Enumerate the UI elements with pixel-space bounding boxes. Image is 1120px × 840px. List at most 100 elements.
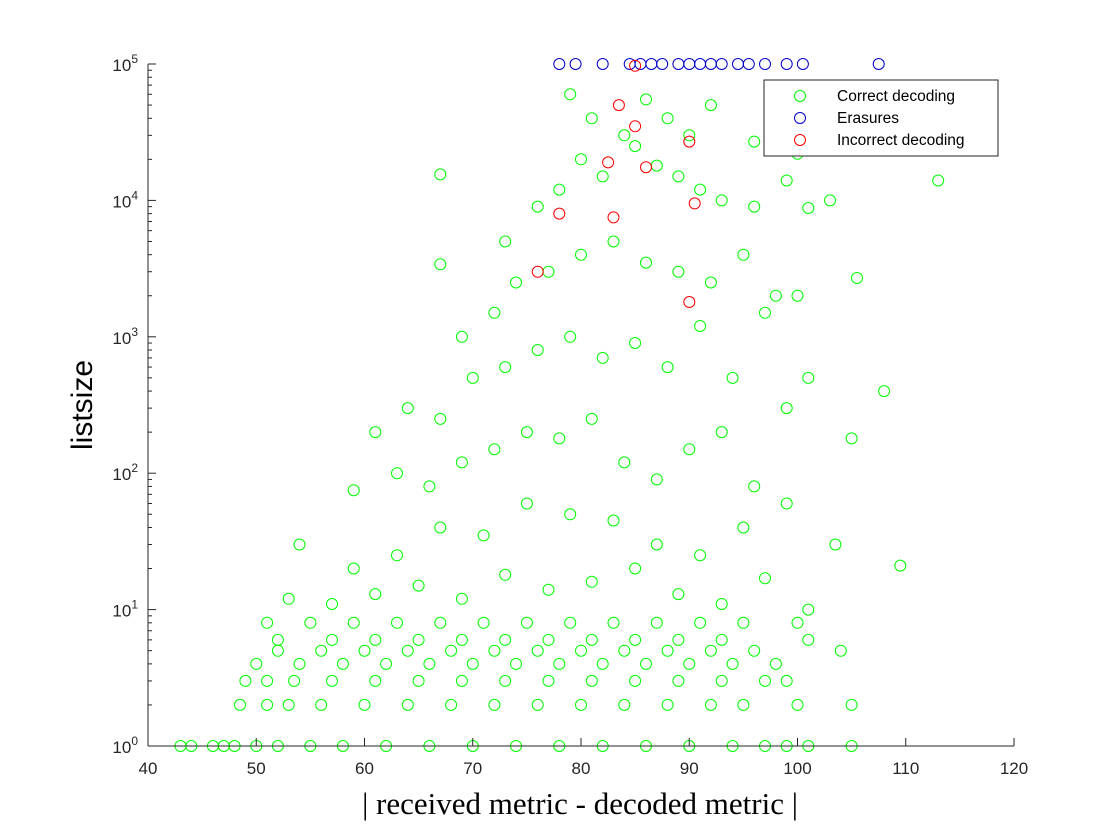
data-point [650,538,663,551]
data-point [661,112,674,125]
data-point [499,674,512,687]
data-point [358,644,371,657]
data-point [510,276,522,289]
data-point [585,112,598,125]
data-point [542,583,555,596]
data-point [878,385,891,398]
data-point [737,248,750,261]
legend-label-correct: Correct decoding [837,88,955,105]
data-point [607,514,620,527]
data-point [715,194,728,207]
data-point [629,562,642,575]
data-point [845,432,858,445]
data-point [347,616,360,629]
legend-marker-correct [794,90,806,102]
x-tick-label: 120 [1000,759,1028,778]
data-point [488,306,501,319]
data-point [271,633,284,646]
data-point [455,592,468,605]
ticks: 40 50 60 70 80 90 100 110 120 100 101 102 103 104 105 [112,52,1028,778]
data-point [726,657,739,670]
x-tick-label: 100 [783,759,811,778]
data-point [737,698,750,711]
data-point [412,633,425,646]
data-point [542,265,555,278]
data-point [672,674,685,687]
data-point [347,484,360,497]
data-point [369,426,382,439]
data-point [412,674,425,687]
data-point [564,330,577,343]
data-point [780,402,793,415]
data-point [748,135,761,148]
data-point [672,170,685,183]
data-point [520,497,533,510]
data-point [596,657,609,670]
data-point [683,657,696,670]
data-point [596,170,609,183]
y-tick-label: 104 [112,188,138,211]
y-tick-label: 101 [112,598,138,621]
data-point [564,508,577,521]
data-point [726,371,739,384]
data-point [629,633,642,646]
data-point [412,579,425,592]
data-point [250,657,263,670]
data-point [791,698,804,711]
data-point [531,344,544,356]
data-point [769,289,782,302]
data-point [769,657,782,670]
data-point [336,657,349,670]
data-point [704,58,717,70]
data-point [748,200,761,213]
legend: Correct decoding Erasures Incorrect deco… [763,79,999,157]
data-point [704,276,717,289]
data-point [694,183,707,196]
data-point [894,559,907,572]
data-point [369,674,382,687]
data-point [683,129,696,142]
data-point [629,337,642,349]
data-point [455,674,468,687]
data-point [575,644,587,657]
data-point [234,698,246,711]
data-point [401,644,414,657]
data-point [715,58,728,70]
data-point [640,93,652,106]
data-point [640,256,652,269]
data-point [401,402,414,415]
data-point [531,200,544,213]
data-point [715,598,728,610]
data-point [737,521,750,534]
data-point [759,674,771,687]
axes [147,64,1014,747]
data-point [672,588,685,601]
data-point [358,698,371,711]
data-point [672,58,685,70]
data-point [704,698,717,711]
y-tick-label: 100 [112,734,138,757]
y-tick-label: 103 [112,325,138,348]
data-point [683,135,696,148]
data-point [585,575,598,588]
data-point [434,412,447,425]
data-point [553,58,566,70]
data-point [369,633,382,646]
data-point [369,588,382,601]
data-point [293,657,306,670]
plot-area [174,58,945,752]
data-point [704,644,717,657]
data-point [694,549,707,562]
x-tick-label: 80 [572,759,591,778]
data-point [391,616,403,629]
data-point [282,592,295,605]
data-point [315,698,328,711]
y-axis-label: listsize [66,360,99,450]
x-tick-label: 110 [892,759,919,778]
data-point [575,248,587,261]
data-point [520,616,533,629]
series-2 [531,59,701,308]
data-point [596,351,609,364]
data-point [575,153,587,166]
data-point [618,644,631,657]
